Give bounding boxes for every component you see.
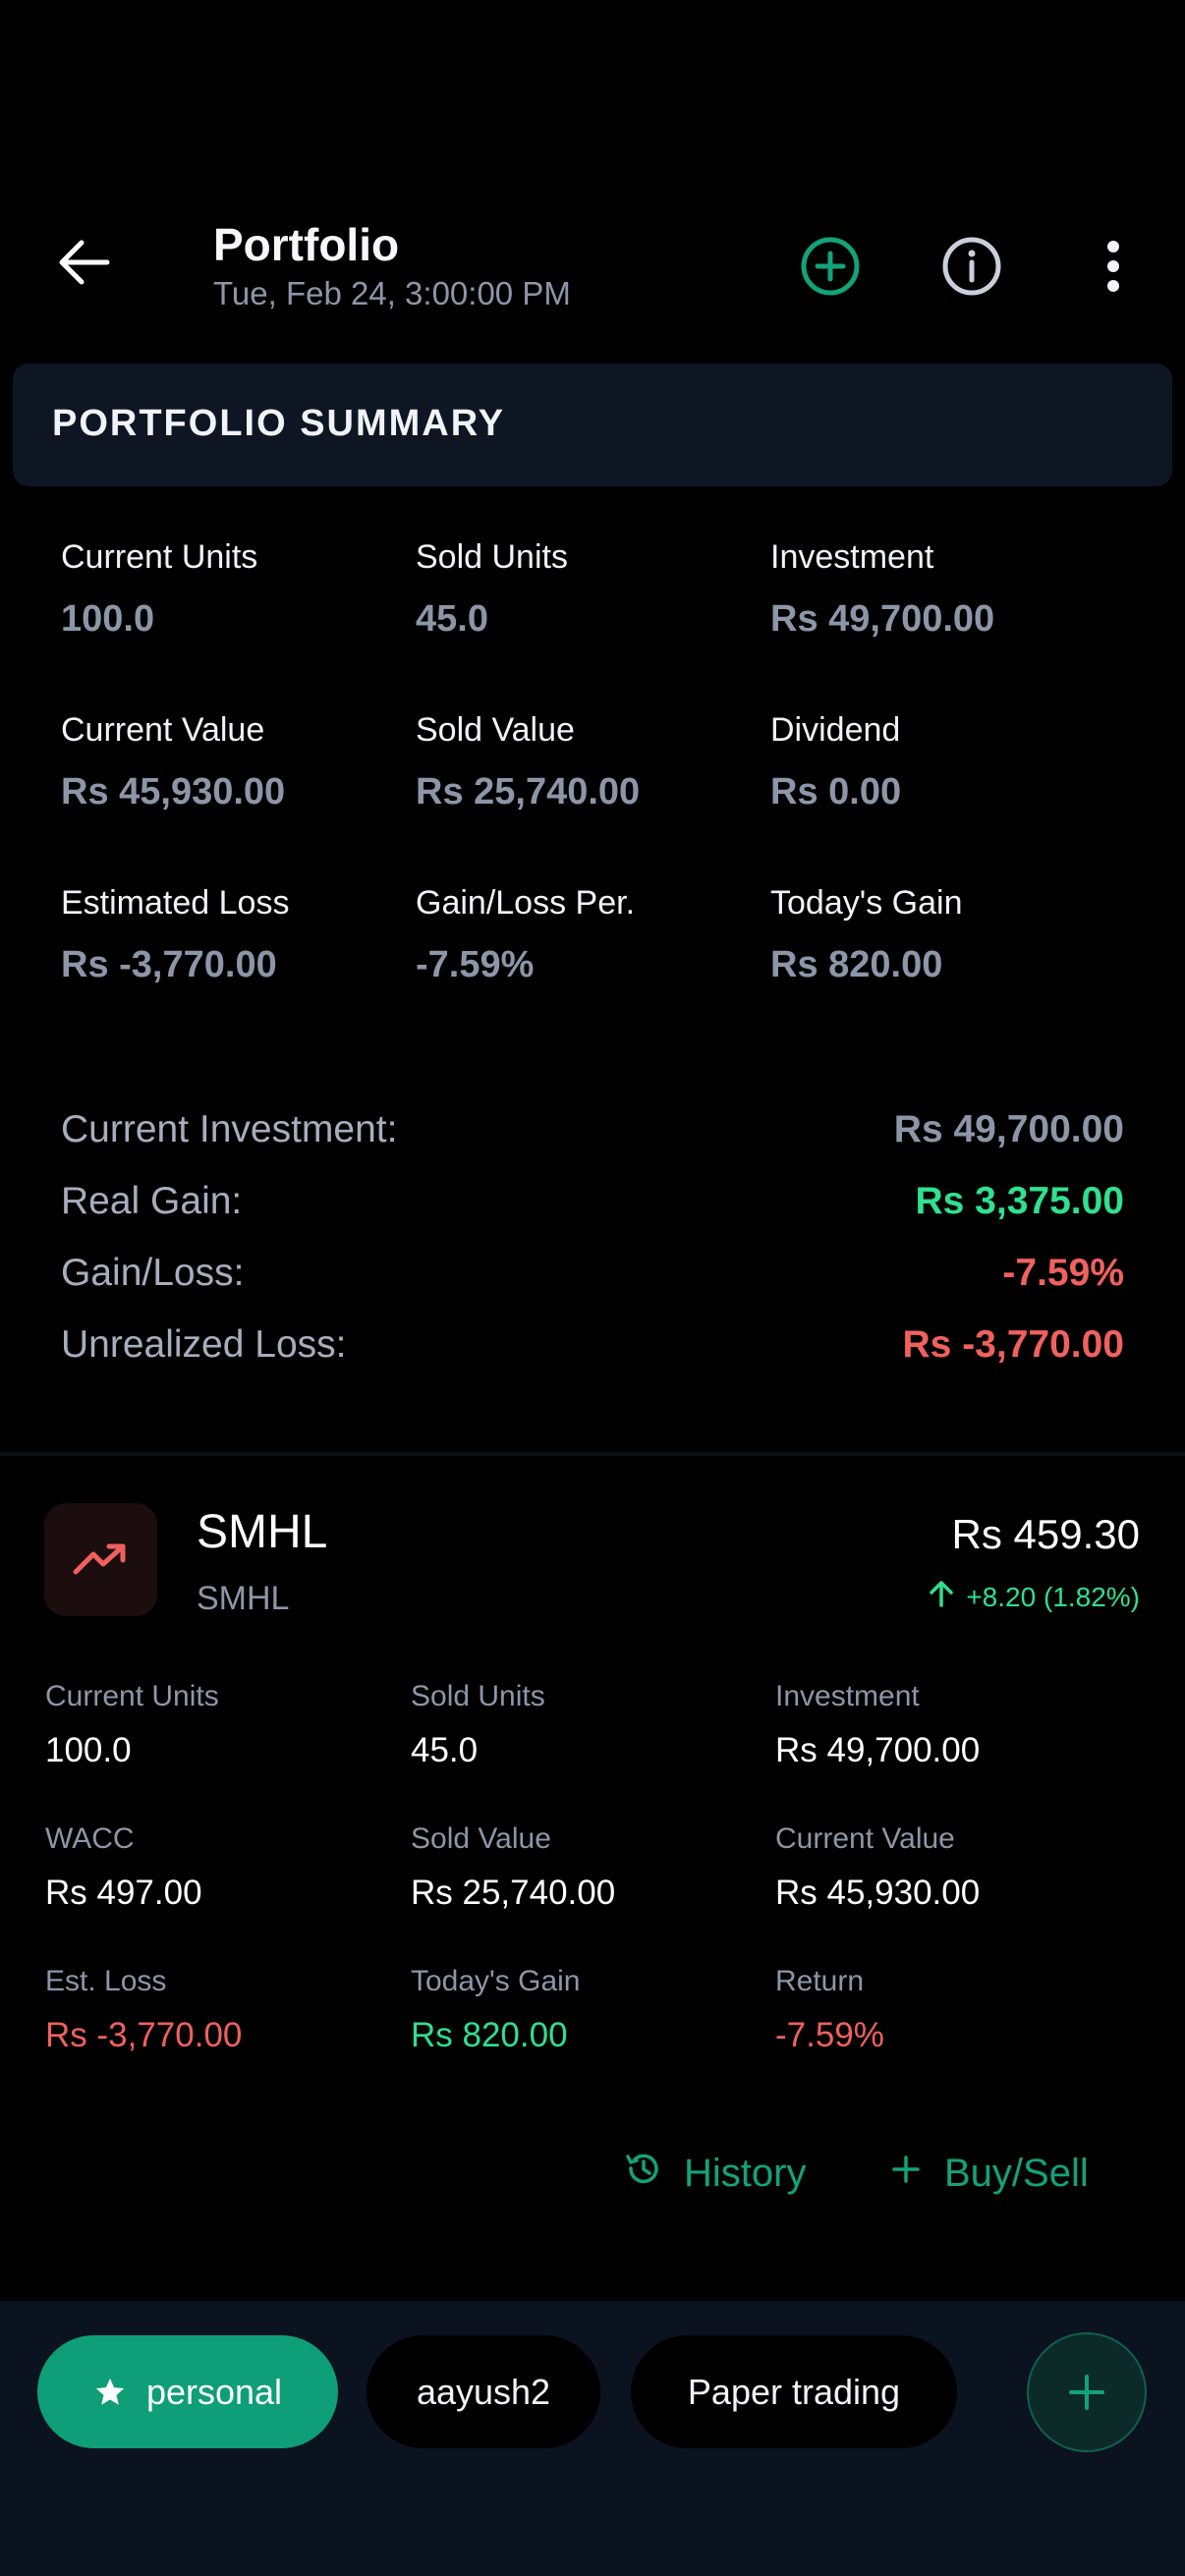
stock-todays-gain: Today's Gain Rs 820.00 (411, 1965, 764, 2055)
row-label: Gain/Loss: (61, 1252, 245, 1294)
back-arrow-icon[interactable] (49, 228, 118, 297)
summary-dividend: Dividend Rs 0.00 (770, 711, 1104, 813)
row-label: Current Investment: (61, 1108, 398, 1150)
summary-value: Rs 0.00 (770, 771, 902, 812)
history-button[interactable]: History (623, 2144, 806, 2203)
row-value: -7.59% (1002, 1252, 1124, 1294)
stock-price: Rs 459.30 (951, 1511, 1140, 1557)
stock-stat-label: Today's Gain (411, 1965, 581, 1997)
buy-sell-label: Buy/Sell (944, 2151, 1089, 2195)
real-gain-row: Real Gain: Rs 3,375.00 (61, 1180, 1124, 1239)
stock-stat-value: Rs 45,930.00 (775, 1874, 981, 1912)
summary-estimated-loss: Estimated Loss Rs -3,770.00 (61, 884, 395, 986)
add-circle-icon[interactable] (796, 232, 865, 301)
app-header: Portfolio Tue, Feb 24, 3:00:00 PM (0, 196, 1185, 334)
stock-est-loss: Est. Loss Rs -3,770.00 (45, 1965, 399, 2055)
summary-label: Today's Gain (770, 884, 963, 922)
summary-sold-value: Sold Value Rs 25,740.00 (416, 711, 750, 813)
portfolio-summary-title: PORTFOLIO SUMMARY (52, 403, 506, 444)
stock-sold-units: Sold Units 45.0 (411, 1680, 764, 1770)
stock-stat-value: Rs 497.00 (45, 1874, 202, 1912)
page-subtitle-datetime: Tue, Feb 24, 3:00:00 PM (213, 275, 571, 311)
stock-stat-value: Rs 25,740.00 (411, 1874, 616, 1912)
stock-wacc: WACC Rs 497.00 (45, 1822, 399, 1913)
add-portfolio-button[interactable] (1027, 2332, 1147, 2452)
portfolio-tab-paper-trading[interactable]: Paper trading (631, 2335, 957, 2448)
summary-todays-gain: Today's Gain Rs 820.00 (770, 884, 1104, 986)
summary-label: Current Value (61, 711, 265, 749)
summary-value: Rs 49,700.00 (770, 598, 995, 640)
portfolio-tab-aayush2[interactable]: aayush2 (367, 2335, 600, 2448)
gain-loss-row: Gain/Loss: -7.59% (61, 1252, 1124, 1311)
summary-investment: Investment Rs 49,700.00 (770, 538, 1104, 641)
summary-value: Rs 25,740.00 (416, 771, 641, 812)
stock-change-value: +8.20 (1.82%) (966, 1581, 1140, 1612)
summary-value: Rs 820.00 (770, 944, 943, 985)
stock-stat-value: Rs 49,700.00 (775, 1731, 981, 1769)
summary-label: Current Units (61, 538, 258, 576)
stock-current-value: Current Value Rs 45,930.00 (775, 1822, 1129, 1913)
buy-sell-button[interactable]: Buy/Sell (889, 2144, 1089, 2203)
row-value: Rs 3,375.00 (915, 1180, 1124, 1222)
summary-value: Rs -3,770.00 (61, 944, 277, 985)
stock-return: Return -7.59% (775, 1965, 1129, 2055)
summary-label: Estimated Loss (61, 884, 290, 922)
summary-value: Rs 45,930.00 (61, 771, 286, 812)
summary-current-value: Current Value Rs 45,930.00 (61, 711, 395, 813)
unrealized-loss-row: Unrealized Loss: Rs -3,770.00 (61, 1323, 1124, 1382)
row-value: Rs 49,700.00 (893, 1108, 1124, 1150)
tab-label: personal (145, 2371, 283, 2412)
history-icon (623, 2149, 662, 2198)
row-value: Rs -3,770.00 (902, 1323, 1125, 1366)
stock-stat-label: Est. Loss (45, 1965, 167, 1997)
summary-label: Gain/Loss Per. (416, 884, 636, 922)
stock-stat-label: Return (775, 1965, 865, 1997)
stock-stat-label: WACC (45, 1822, 135, 1855)
history-label: History (684, 2151, 807, 2195)
portfolio-summary-header: PORTFOLIO SUMMARY (13, 364, 1172, 486)
summary-label: Dividend (770, 711, 901, 749)
stock-symbol[interactable]: SMHL (197, 1506, 328, 1558)
summary-value: -7.59% (416, 944, 535, 985)
stock-stat-label: Investment (775, 1680, 920, 1712)
summary-value: 100.0 (61, 598, 155, 640)
stock-change: +8.20 (1.82%) (929, 1580, 1140, 1614)
tab-label: Paper trading (687, 2371, 901, 2412)
trending-up-icon (44, 1503, 157, 1616)
summary-value: 45.0 (416, 598, 488, 640)
stock-stat-value: Rs 820.00 (411, 2016, 568, 2054)
summary-label: Investment (770, 538, 934, 576)
stock-name: SMHL (197, 1580, 290, 1617)
stock-stat-label: Sold Value (411, 1822, 551, 1855)
stock-stat-value: Rs -3,770.00 (45, 2016, 243, 2054)
info-icon[interactable] (937, 232, 1006, 301)
summary-sold-units: Sold Units 45.0 (416, 538, 750, 641)
summary-label: Sold Value (416, 711, 575, 749)
stock-stat-value: 100.0 (45, 1731, 132, 1769)
arrow-up-icon (929, 1580, 954, 1614)
more-vertical-icon[interactable] (1079, 232, 1148, 301)
row-label: Real Gain: (61, 1180, 243, 1222)
portfolio-tab-personal[interactable]: personal (37, 2335, 338, 2448)
portfolio-tabs-bar: personal aayush2 Paper trading (0, 2301, 1185, 2576)
page-title: Portfolio (213, 219, 400, 270)
stock-investment: Investment Rs 49,700.00 (775, 1680, 1129, 1770)
section-divider (0, 1452, 1185, 1456)
stock-current-units: Current Units 100.0 (45, 1680, 399, 1770)
current-investment-row: Current Investment: Rs 49,700.00 (61, 1108, 1124, 1167)
stock-stat-label: Current Value (775, 1822, 955, 1855)
stock-stat-label: Sold Units (411, 1680, 545, 1712)
stock-stat-label: Current Units (45, 1680, 219, 1712)
stock-stat-value: -7.59% (775, 2016, 884, 2054)
plus-icon (1065, 2371, 1108, 2414)
star-icon (93, 2376, 127, 2409)
summary-gain-loss-per: Gain/Loss Per. -7.59% (416, 884, 750, 986)
summary-label: Sold Units (416, 538, 568, 576)
summary-current-units: Current Units 100.0 (61, 538, 395, 641)
stock-sold-value: Sold Value Rs 25,740.00 (411, 1822, 764, 1913)
row-label: Unrealized Loss: (61, 1323, 347, 1366)
plus-icon (889, 2152, 923, 2196)
tab-label: aayush2 (416, 2371, 551, 2412)
stock-stat-value: 45.0 (411, 1731, 479, 1769)
